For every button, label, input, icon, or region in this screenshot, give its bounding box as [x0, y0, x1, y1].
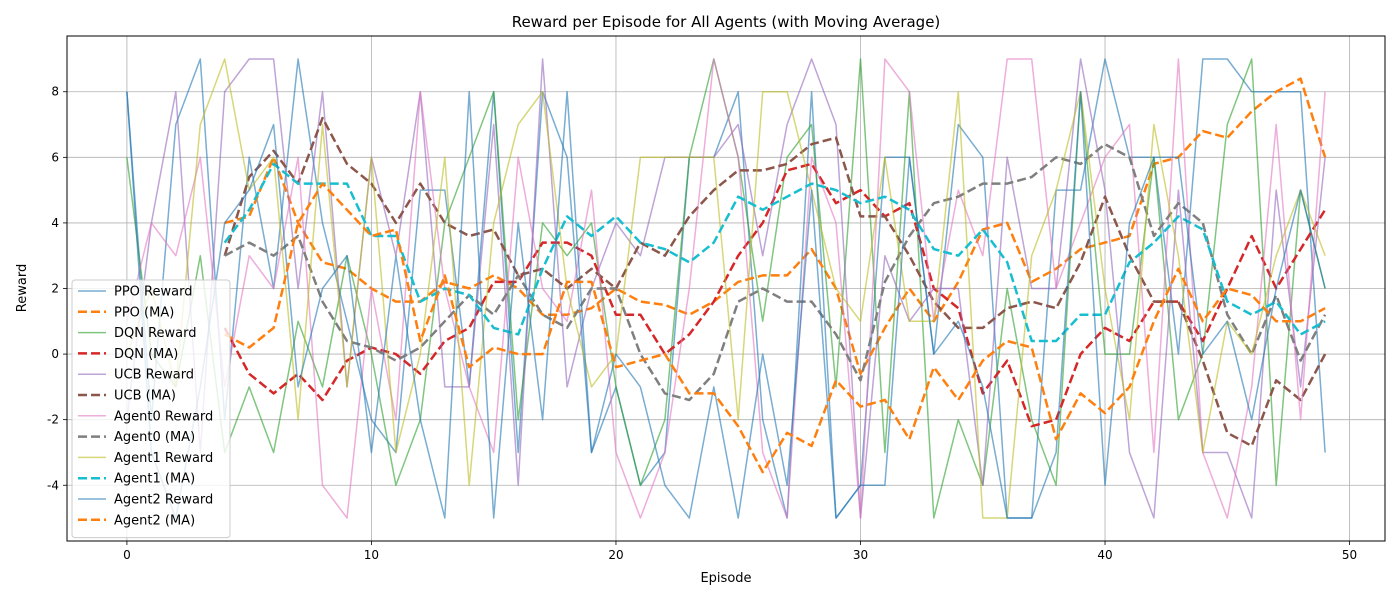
series-line-4 — [223, 162, 1327, 428]
y-tick-label: -4 — [47, 478, 59, 492]
legend-label-2: PPO (MA) — [114, 305, 174, 320]
legend-label-9: Agent1 Reward — [114, 451, 213, 466]
series-line-9 — [126, 58, 1326, 519]
x-tick-label: 10 — [364, 548, 379, 562]
series-line-12 — [224, 182, 1326, 474]
x-tick-label: 50 — [1342, 548, 1357, 562]
y-tick-label: 0 — [51, 347, 59, 361]
x-tick-label: 30 — [853, 548, 868, 562]
x-axis-ticks: 0 10 20 30 40 50 — [123, 541, 1357, 562]
y-tick-label: 2 — [51, 282, 59, 296]
series-line-10 — [223, 162, 1326, 343]
y-tick-label: 8 — [51, 85, 59, 99]
x-tick-label: 40 — [1097, 548, 1112, 562]
y-tick-label: -2 — [47, 413, 59, 427]
legend-label-1: PPO Reward — [114, 285, 192, 300]
legend-label-10: Agent1 (MA) — [114, 472, 195, 487]
legend-label-5: UCB Reward — [114, 368, 194, 383]
legend-label-12: Agent2 (MA) — [114, 513, 195, 528]
chart-title: Reward per Episode for All Agents (with … — [512, 13, 941, 31]
x-axis-label: Episode — [700, 571, 751, 586]
x-tick-label: 0 — [123, 548, 131, 562]
series-lines — [126, 58, 1327, 519]
series-line-1 — [126, 58, 1326, 519]
series-line-11 — [126, 90, 1326, 519]
legend-label-3: DQN Reward — [114, 326, 197, 341]
y-tick-label: 4 — [51, 216, 59, 230]
legend: PPO Reward PPO (MA) DQN Reward DQN (MA) UCB … — [71, 279, 231, 539]
legend-label-11: Agent2 Reward — [114, 493, 213, 508]
y-tick-label: 6 — [51, 150, 59, 164]
legend-label-7: Agent0 Reward — [114, 409, 213, 424]
y-axis-ticks: -4 -2 0 2 4 6 8 — [47, 85, 67, 492]
legend-label-4: DQN (MA) — [114, 347, 178, 362]
x-tick-label: 20 — [608, 548, 623, 562]
series-line-8 — [224, 142, 1327, 402]
y-axis-label: Reward — [15, 264, 30, 312]
series-line-7 — [126, 58, 1326, 519]
legend-label-6: UCB (MA) — [114, 389, 176, 404]
legend-label-8: Agent0 (MA) — [114, 430, 195, 445]
series-line-5 — [126, 58, 1326, 519]
legend-box — [71, 279, 231, 539]
